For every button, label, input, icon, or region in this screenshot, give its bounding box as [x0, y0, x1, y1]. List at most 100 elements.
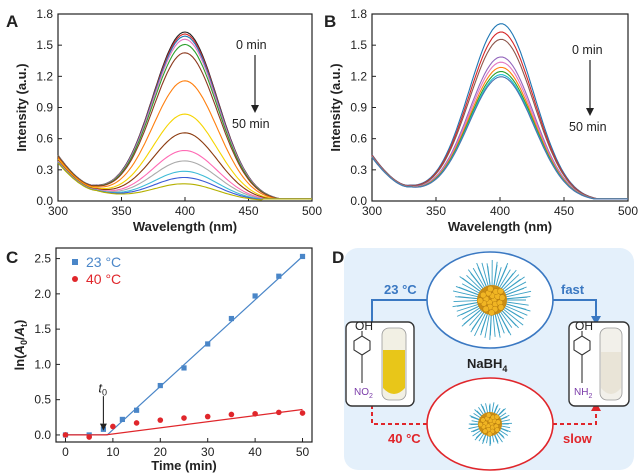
legend-marker: [72, 259, 78, 265]
y-tick-label: 1.2: [36, 69, 53, 83]
core-particle: [487, 431, 493, 437]
ligand-chain: [480, 311, 489, 336]
core-particle: [487, 285, 494, 293]
data-point: [204, 413, 211, 420]
chart-a: 300 350 400 450 500 0.0 0.3 0.6 0.9 1.2 1.5 1.8 Wave…: [14, 7, 322, 234]
ligand-chain: [503, 290, 532, 298]
spectrum-line-10: [57, 149, 312, 200]
y-tick-label: 0.0: [34, 428, 51, 442]
y-tick-label: 0.3: [36, 163, 53, 177]
fast-label: fast: [561, 282, 585, 297]
ligand-chain: [455, 286, 481, 297]
ligand-chain: [461, 283, 482, 295]
x-tick-label: 450: [554, 204, 574, 218]
spectrum-line-3: [57, 35, 312, 200]
x-tick-label: 10: [106, 445, 120, 459]
data-point: [181, 415, 187, 421]
panel-b-time-end: 50 min: [569, 120, 607, 134]
ligand-chain: [484, 311, 491, 338]
data-point: [299, 253, 306, 260]
panel-b-label: B: [324, 12, 336, 31]
x-tick-label: 450: [238, 204, 258, 218]
spectrum-line-4: [57, 38, 312, 200]
ligand-chain: [502, 305, 524, 320]
y-tick-label: 2.0: [34, 287, 51, 301]
core-particle: [494, 414, 500, 420]
ligand-chain: [503, 296, 531, 300]
x-tick-label: 40: [248, 445, 262, 459]
data-point: [110, 423, 116, 430]
core-particle: [477, 421, 484, 428]
ligand-chain: [456, 303, 481, 312]
fast-pathway-arrow: [553, 299, 597, 318]
x-tick-label: 20: [154, 445, 168, 459]
nanoparticle-23c-icon: [452, 259, 532, 340]
ligand-chain: [470, 273, 485, 291]
spectrum-line-1: [57, 31, 312, 200]
ligand-chain: [459, 276, 483, 294]
slow-label: slow: [563, 431, 593, 446]
core-particle: [494, 427, 500, 433]
ligand-chain: [494, 311, 501, 334]
aminophenol-structure-icon: [573, 331, 591, 383]
spectrum-line-14: [57, 162, 312, 201]
reactant-no2-label: NO2: [354, 387, 373, 400]
panel-c-label: C: [6, 248, 18, 267]
ligand-chain: [494, 267, 502, 289]
core-particle: [480, 417, 486, 423]
x-tick-label: 300: [362, 204, 382, 218]
data-point: [86, 434, 92, 440]
scheme-background: [344, 248, 634, 470]
core-particle: [480, 291, 487, 299]
x-axis-label: Wavelength (nm): [133, 219, 237, 234]
y-tick-label: 1.2: [350, 69, 367, 83]
y-tick-label: 1.5: [34, 322, 51, 336]
nitrophenol-structure-icon: [353, 331, 371, 383]
ligand-chain: [500, 274, 520, 293]
data-point: [157, 417, 164, 423]
y-tick-label: 1.8: [350, 7, 367, 21]
temp-23c-label: 23 °C: [384, 282, 417, 297]
reactant-oh-label: OH: [355, 319, 373, 333]
spectrum-line-9: [371, 76, 628, 200]
panel-a-time-start: 0 min: [236, 38, 267, 52]
core-particle: [482, 305, 490, 313]
data-point: [157, 382, 163, 389]
ligand-chain: [486, 263, 491, 289]
core-particle: [476, 297, 484, 304]
x-tick-label: 300: [48, 204, 68, 218]
x-tick-label: 350: [111, 204, 131, 218]
data-point: [228, 315, 235, 322]
data-point: [205, 341, 211, 347]
y-tick-label: 1.5: [36, 38, 53, 52]
ligand-chain: [456, 301, 481, 307]
temp-40c-label: 40 °C: [388, 431, 421, 446]
ligand-chain: [452, 290, 481, 298]
y-axis-label: Intensity (a.u.): [328, 63, 343, 151]
data-point: [299, 410, 306, 416]
spectrum-line-12: [57, 161, 312, 200]
y-tick-label: 0.5: [34, 393, 51, 407]
y-axis-label: ln(A0/At): [12, 320, 29, 371]
panel-b-time-arrowhead: [586, 108, 594, 116]
panel-b-time-start: 0 min: [572, 43, 603, 57]
ligand-chain: [497, 269, 511, 290]
y-tick-label: 0.6: [350, 132, 367, 146]
ligand-chain: [497, 310, 512, 336]
x-tick-label: 400: [175, 204, 195, 218]
data-point: [276, 409, 282, 416]
fast-pathway-line: [371, 299, 427, 322]
t0-arrowhead: [99, 423, 107, 431]
y-tick-label: 0.6: [36, 132, 53, 146]
ligand-chain: [461, 304, 482, 316]
ligand-chain: [499, 308, 519, 329]
legend-marker: [72, 276, 78, 282]
y-tick-label: 0.0: [350, 194, 367, 208]
ligand-chain: [470, 309, 486, 333]
x-axis-label: Time (min): [151, 458, 217, 473]
data-point: [119, 416, 125, 423]
y-tick-label: 0.3: [350, 163, 367, 177]
y-tick-label: 1.0: [34, 357, 51, 371]
ligand-chain: [503, 301, 529, 306]
